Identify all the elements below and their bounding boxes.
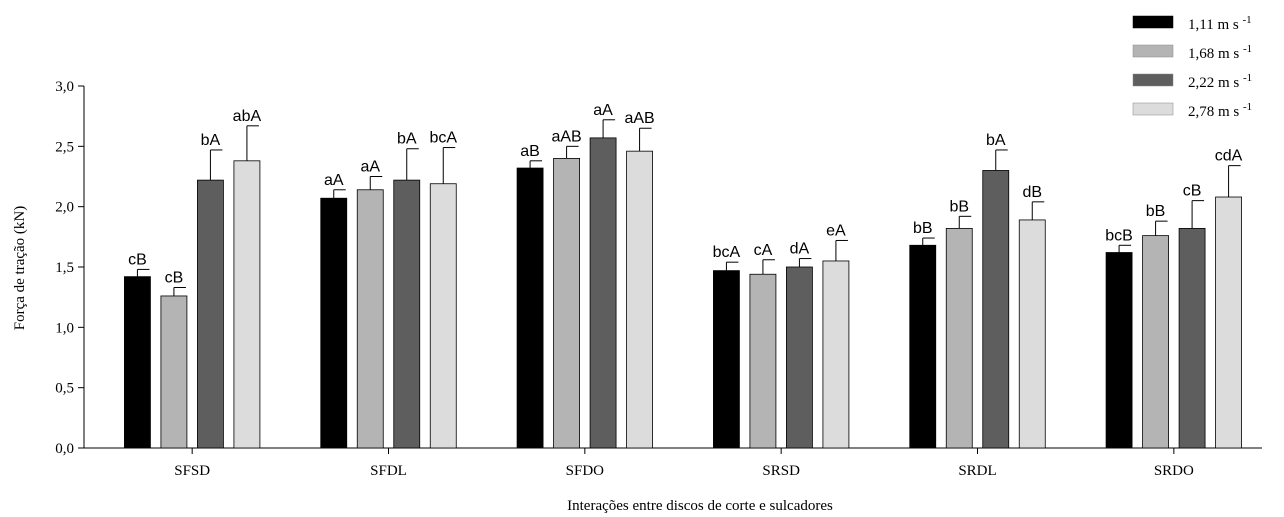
y-tick-label: 0,0: [55, 441, 74, 457]
data-label: bB: [913, 220, 933, 237]
legend-swatch: [1132, 73, 1174, 87]
y-tick-label: 0,5: [55, 381, 74, 397]
bar: [393, 179, 421, 449]
data-label: abA: [233, 108, 262, 125]
x-tick-label: SRDO: [1154, 463, 1194, 479]
bar: [749, 273, 777, 449]
data-label: cB: [128, 251, 147, 268]
legend-swatch: [1132, 15, 1174, 29]
bar: [1178, 227, 1206, 449]
bar: [1018, 219, 1046, 449]
legend-swatch: [1132, 44, 1174, 58]
x-tick-label: SRSD: [762, 463, 800, 479]
data-label: bB: [1146, 203, 1166, 220]
y-tick-label: 1,0: [55, 320, 74, 336]
data-label: bcA: [713, 244, 741, 261]
bar: [1105, 252, 1133, 449]
legend-label: 2,78 m s -1: [1188, 101, 1252, 120]
data-label: bA: [986, 132, 1006, 149]
data-label: dA: [790, 241, 810, 258]
bar: [589, 137, 617, 449]
bar: [909, 244, 937, 449]
y-tick-label: 2,0: [55, 200, 74, 216]
data-label: aAB: [551, 128, 581, 145]
legend: 1,11 m s -1 1,68 m s -1 2,22 m s -1 2,78 m …: [1132, 14, 1252, 120]
legend-swatch: [1132, 102, 1174, 116]
data-label: eA: [826, 222, 846, 239]
data-label: aAB: [624, 110, 654, 127]
bar: [553, 157, 580, 449]
bars-group: cB cB bA abA aA aA bA bcA aB aAB aA aAB bcA cA dA eA bB b…: [124, 102, 1243, 449]
data-label: cB: [165, 270, 184, 287]
legend-label: 1,11 m s -1: [1188, 14, 1252, 33]
bar: [356, 189, 384, 449]
y-axis-label: Força de tração (kN): [12, 206, 28, 331]
bar: [982, 170, 1010, 449]
bar: [429, 183, 457, 449]
data-label: aA: [360, 159, 380, 176]
legend-label: 2,22 m s -1: [1188, 72, 1252, 91]
x-tick-label: SFDL: [370, 463, 407, 479]
data-label: bcA: [429, 130, 457, 147]
y-tick-label: 1,5: [55, 260, 74, 276]
y-tick-label: 2,5: [55, 139, 74, 155]
data-label: aA: [593, 102, 613, 119]
bar: [822, 260, 850, 449]
bar: [713, 270, 740, 449]
data-label: aA: [324, 172, 344, 189]
bar: [197, 179, 224, 449]
data-label: aB: [520, 143, 540, 160]
bar: [160, 295, 188, 449]
data-label: bcB: [1105, 227, 1133, 244]
data-label: bB: [949, 198, 969, 215]
legend-label: 1,68 m s -1: [1188, 43, 1252, 62]
bar: [124, 276, 151, 449]
bar: [945, 227, 973, 449]
data-label: bA: [201, 132, 221, 149]
x-tick-label: SFSD: [174, 463, 210, 479]
bar: [320, 197, 348, 449]
x-tick-label: SRDL: [958, 463, 996, 479]
bar: [516, 167, 544, 449]
y-tick-label: 3,0: [55, 79, 74, 95]
x-tick-label: SFDO: [566, 463, 605, 479]
data-label: cdA: [1215, 148, 1243, 165]
data-label: cB: [1183, 183, 1202, 200]
bar: [233, 160, 261, 449]
bar: [626, 150, 653, 449]
data-label: dB: [1022, 184, 1042, 201]
data-label: cA: [754, 242, 773, 259]
axes: 0,0 0,5 1,0 1,5 2,0 2,5 3,0 SFSD SFDL SFDO SRSD SRD…: [55, 79, 1262, 479]
bar: [1142, 235, 1169, 449]
bar: [786, 266, 813, 449]
x-axis-label: Interações entre discos de corte e sulca…: [567, 498, 833, 514]
bar: [1215, 196, 1242, 449]
data-label: bA: [397, 131, 417, 148]
